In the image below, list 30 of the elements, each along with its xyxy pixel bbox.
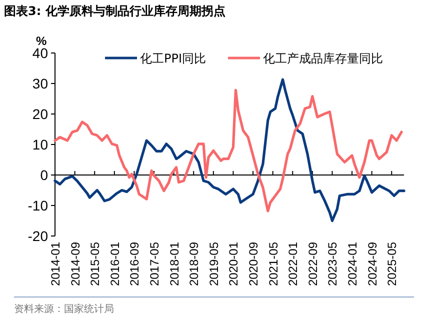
y-axis-title: % bbox=[36, 34, 47, 48]
legend-label: 化工产成品库存量同比 bbox=[263, 52, 383, 66]
legend-label: 化工PPI同比 bbox=[140, 52, 206, 66]
x-tick-label: 2023-05 bbox=[326, 242, 340, 286]
x-tick-label: 2018-01 bbox=[167, 242, 182, 286]
y-tick-label: 0 bbox=[40, 167, 48, 183]
y-tick-label: 20 bbox=[32, 106, 48, 122]
x-tick-label: 2014-09 bbox=[68, 242, 82, 286]
x-tick-label: 2018-09 bbox=[187, 242, 202, 286]
x-tick-label: 2025-05 bbox=[385, 242, 400, 286]
x-tick-label: 2016-01 bbox=[108, 242, 122, 286]
chart-title: 图表3: 化学原料与制品行业库存周期拐点 bbox=[4, 4, 226, 18]
x-tick-label: 2021-05 bbox=[266, 242, 280, 286]
text: 资料来源：国家统计局 bbox=[14, 303, 114, 315]
x-tick-label: 2020-01 bbox=[226, 242, 241, 286]
x-tick-label: 2024-09 bbox=[365, 242, 380, 286]
y-tick-label: -10 bbox=[28, 198, 48, 214]
x-tick-label: 2016-09 bbox=[128, 242, 142, 286]
x-tick-label: 2019-05 bbox=[206, 242, 221, 286]
x-tick-label: 2020-09 bbox=[246, 242, 261, 286]
y-tick-label: -20 bbox=[28, 228, 48, 244]
x-tick-label: 2015-05 bbox=[88, 242, 102, 286]
x-tick-label: 2014-01 bbox=[48, 242, 62, 286]
y-tick-label: 10 bbox=[32, 136, 48, 152]
x-tick-label: 2017-05 bbox=[148, 242, 162, 286]
y-tick-label: 30 bbox=[32, 76, 48, 92]
x-tick-label: 2022-09 bbox=[306, 242, 320, 286]
x-tick-label: 2024-01 bbox=[346, 242, 360, 286]
x-tick-label: 2022-01 bbox=[286, 242, 300, 286]
y-tick-label: 40 bbox=[32, 45, 48, 61]
